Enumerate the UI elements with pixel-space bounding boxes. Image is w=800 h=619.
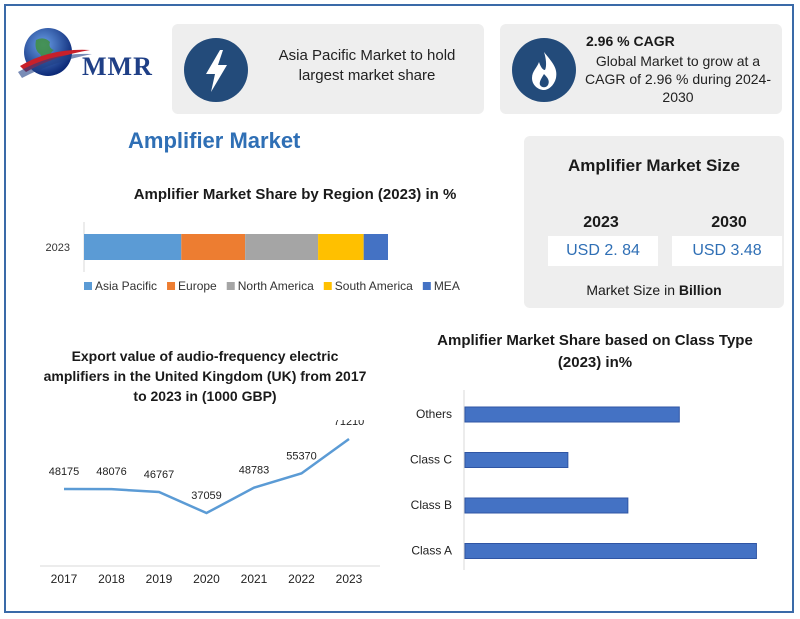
category-label: 2023 — [46, 242, 70, 254]
region-chart-title: Amplifier Market Share by Region (2023) … — [133, 186, 457, 203]
legend-label: Asia Pacific — [95, 279, 157, 293]
market-size-note-prefix: Market Size in — [586, 282, 676, 298]
class-chart-title: Amplifier Market Share based on Class Ty… — [437, 332, 753, 371]
legend-swatch — [167, 282, 176, 290]
info-card-asia-pacific: Asia Pacific Market to hold largest mark… — [172, 24, 484, 114]
cagr-title: 2.96 % CAGR — [586, 33, 675, 49]
lightning-bolt-icon — [184, 38, 248, 102]
export-chart-title: Export value of audio-frequency electric… — [43, 348, 367, 404]
x-tick-label: 2023 — [336, 572, 363, 586]
bar — [464, 497, 629, 514]
data-label: 48175 — [49, 466, 80, 478]
legend-swatch — [323, 282, 332, 290]
market-size-title: Amplifier Market Size — [568, 156, 740, 175]
legend-label: MEA — [434, 279, 460, 293]
x-tick-label: 2018 — [98, 572, 125, 586]
class-bar-chart: Others Class C Class B Class A — [410, 390, 757, 570]
bar — [464, 543, 757, 559]
globe-icon — [18, 28, 92, 78]
info-card-text: Global Market to grow at a CAGR of 2.96 … — [585, 53, 771, 105]
legend-swatch — [84, 282, 92, 290]
data-label: 37059 — [191, 490, 222, 502]
market-size-panel: Amplifier Market Size 2023 2030 USD 2. 8… — [524, 136, 784, 308]
export-line-chart: 48175 48076 46767 37059 48783 55370 71210 2017 2… — [40, 420, 380, 586]
info-card-text: Asia Pacific Market to hold largest mark… — [278, 47, 456, 84]
series-line — [63, 438, 350, 515]
market-size-note-unit: Billion — [678, 282, 722, 298]
region-stacked-bar-chart: 2023 Asia Pacific Europe North America South… — [46, 222, 460, 293]
legend-label: North America — [238, 279, 314, 293]
x-tick-label: 2022 — [288, 572, 315, 586]
value-2030: USD 3.48 — [672, 236, 782, 266]
data-label: 48783 — [239, 465, 270, 477]
logo-text: MMR — [82, 52, 153, 81]
mmr-logo: MMR — [14, 22, 164, 86]
bar-segment — [181, 234, 246, 260]
legend-label: Europe — [178, 279, 217, 293]
x-tick-label: 2019 — [146, 572, 173, 586]
category-label: Others — [416, 407, 452, 421]
category-label: Class C — [410, 453, 452, 467]
legend-label: South America — [335, 279, 413, 293]
x-tick-label: 2021 — [241, 572, 268, 586]
data-label: 48076 — [96, 466, 127, 478]
flame-icon — [512, 38, 576, 102]
data-label: 55370 — [286, 450, 317, 462]
category-label: Class B — [411, 498, 452, 512]
page-title: Amplifier Market — [128, 128, 301, 153]
x-tick-label: 2020 — [193, 572, 220, 586]
bar — [464, 406, 680, 423]
bar-segment — [363, 234, 388, 260]
info-card-cagr: 2.96 % CAGR Global Market to grow at a C… — [500, 24, 782, 114]
category-label: Class A — [411, 544, 452, 558]
bar — [464, 452, 569, 468]
bar-segment — [318, 234, 364, 260]
bar-segment — [84, 234, 182, 260]
legend-swatch — [226, 282, 235, 290]
bar-segment — [245, 234, 319, 260]
legend-swatch — [422, 282, 431, 290]
data-label: 71210 — [334, 420, 365, 428]
year-2030-label: 2030 — [711, 214, 747, 231]
data-label: 46767 — [144, 469, 175, 481]
year-2023-label: 2023 — [583, 214, 619, 231]
x-tick-label: 2017 — [51, 572, 78, 586]
value-2023: USD 2. 84 — [548, 236, 658, 266]
market-size-note: Market Size in Billion — [524, 282, 784, 298]
